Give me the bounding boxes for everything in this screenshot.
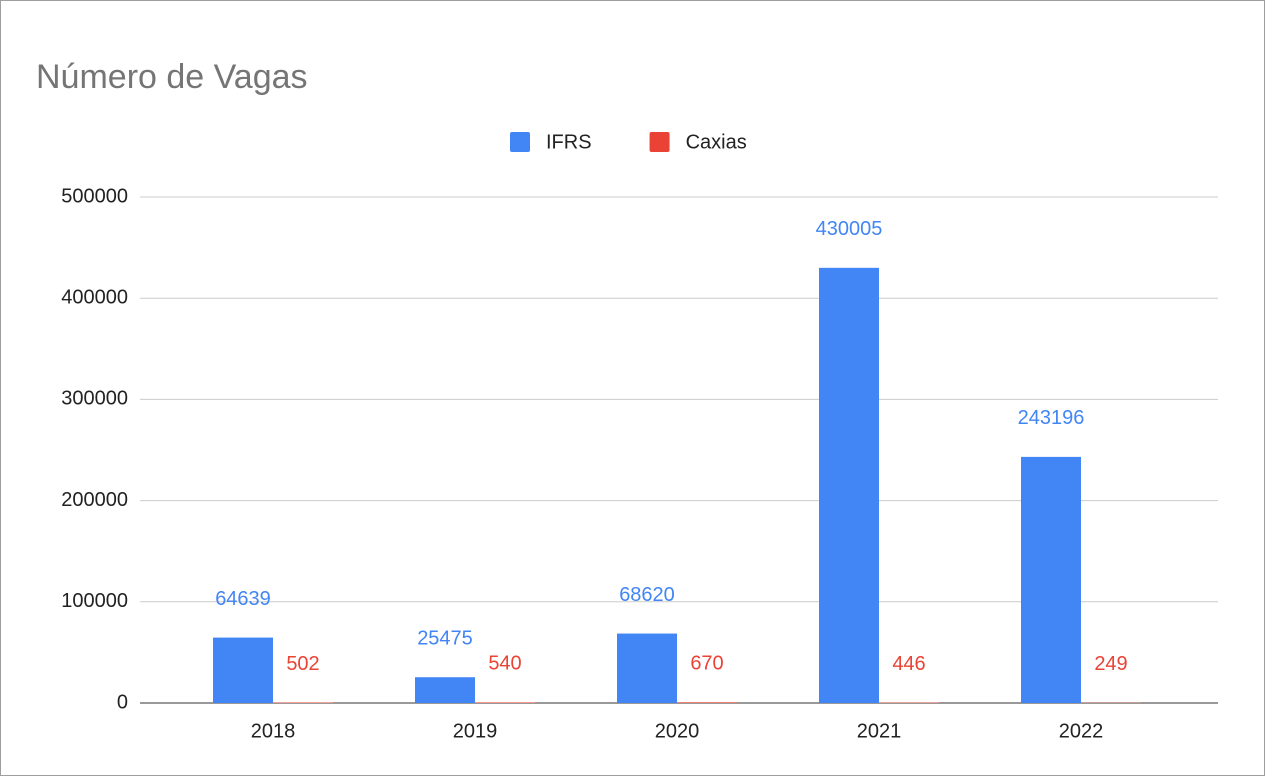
data-label: 446 xyxy=(892,653,925,675)
bar xyxy=(677,702,737,703)
data-label: 249 xyxy=(1094,653,1127,675)
y-tick-label: 200000 xyxy=(61,489,128,511)
bar xyxy=(617,633,677,703)
data-label: 243196 xyxy=(1018,407,1085,429)
bar xyxy=(475,702,535,703)
x-tick-label: 2022 xyxy=(1059,720,1104,742)
data-label: 540 xyxy=(488,653,521,675)
bar xyxy=(273,702,333,703)
y-tick-label: 500000 xyxy=(61,185,128,207)
y-tick-label: 0 xyxy=(117,691,128,713)
legend-label: Caxias xyxy=(686,131,747,153)
data-label: 25475 xyxy=(417,628,473,650)
chart-title: Número de Vagas xyxy=(36,58,308,96)
x-tick-label: 2020 xyxy=(655,720,700,742)
x-tick-label: 2018 xyxy=(251,720,296,742)
bar xyxy=(213,637,273,703)
y-tick-label: 300000 xyxy=(61,388,128,410)
data-label: 670 xyxy=(690,653,723,675)
bar xyxy=(1021,456,1081,703)
y-tick-label: 400000 xyxy=(61,286,128,308)
legend-label: IFRS xyxy=(546,131,592,153)
x-tick-label: 2021 xyxy=(857,720,902,742)
data-label: 430005 xyxy=(816,218,883,240)
x-tick-label: 2019 xyxy=(453,720,498,742)
y-tick-label: 100000 xyxy=(61,590,128,612)
bar xyxy=(819,267,879,703)
data-label: 502 xyxy=(286,653,319,675)
data-label: 68620 xyxy=(619,584,675,606)
data-label: 64639 xyxy=(215,588,271,610)
bar xyxy=(415,677,475,703)
legend-swatch xyxy=(649,132,670,152)
legend-swatch xyxy=(510,132,530,152)
